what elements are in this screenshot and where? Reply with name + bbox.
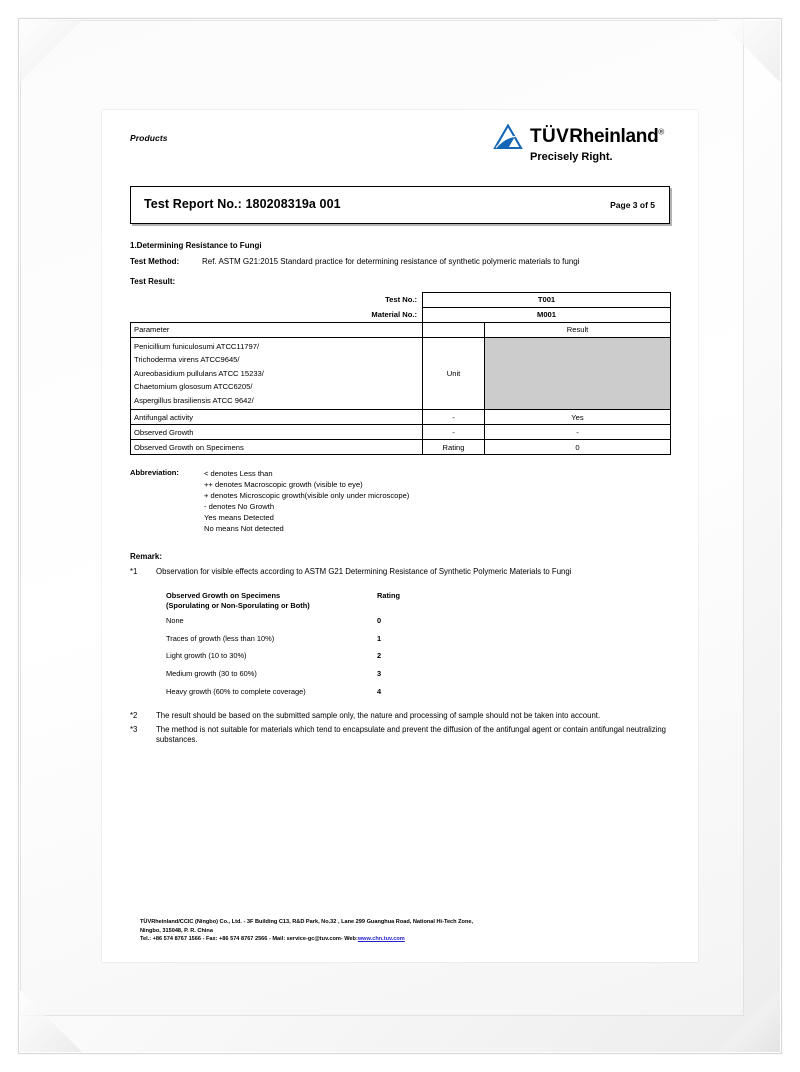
rating-header-rating: Rating	[377, 590, 400, 600]
rating-row: Medium growth (30 to 60%) 3	[166, 665, 466, 683]
rating-header-line1: Observed Growth on Specimens	[166, 590, 281, 600]
abbreviation-block: Abbreviation: < denotes Less than ++ den…	[130, 468, 670, 534]
species-list: Penicillium funiculosumi ATCC11797/ Tric…	[130, 336, 423, 411]
column-header-result: Result	[484, 321, 671, 338]
species-result-cell-shaded	[484, 336, 671, 411]
remark-marker: *1	[130, 567, 138, 577]
tuv-rheinland-triangle-icon	[493, 124, 523, 150]
document-header: Products TÜVRheinland® Precisely Right.	[130, 124, 670, 182]
abbreviation-label: Abbreviation:	[130, 468, 179, 478]
remark-body: The method is not suitable for materials…	[156, 724, 667, 745]
table-row-species: Penicillium funiculosumi ATCC11797/ Tric…	[130, 336, 671, 411]
wordmark-rheinland: Rheinland	[569, 126, 659, 147]
section-heading: 1.Determining Resistance to Fungi	[130, 241, 262, 250]
species-item: Aureobasidium pullulans ATCC 15233/	[134, 368, 264, 378]
tuv-rheinland-logo: TÜVRheinland® Precisely Right.	[493, 124, 664, 163]
growth-rating-table: Observed Growth on Specimens (Sporulatin…	[166, 587, 466, 700]
test-method-label: Test Method:	[130, 257, 180, 266]
row-result: 0	[484, 439, 671, 456]
footer-contact-line: Tel.: +86 574 8767 1566 - Fax: +86 574 8…	[140, 935, 660, 944]
species-item: Penicillium funiculosumi ATCC11797/	[134, 341, 260, 351]
report-number-box: Test Report No.: 180208319a 001 Page 3 o…	[130, 186, 670, 224]
abbreviation-line: Yes means Detected	[204, 513, 274, 523]
rating-row: Heavy growth (60% to complete coverage) …	[166, 683, 466, 701]
rating-description: Traces of growth (less than 10%)	[166, 633, 275, 643]
abbreviation-line: - denotes No Growth	[204, 502, 275, 512]
rating-row: Light growth (10 to 30%) 2	[166, 647, 466, 665]
row-result: Yes	[484, 409, 671, 426]
rating-header-line2: (Sporulating or Non-Sporulating or Both)	[166, 600, 310, 610]
species-unit-cell: Unit	[422, 336, 485, 411]
products-label: Products	[130, 133, 168, 143]
test-no-label: Test No.:	[385, 295, 417, 305]
rating-description: Light growth (10 to 30%)	[166, 651, 247, 661]
test-result-label: Test Result:	[130, 276, 176, 286]
footer-address-line-1: TÜVRheinland/CCIC (Ningbo) Co., Ltd. - 3…	[140, 919, 474, 926]
table-row: Observed Growth on Specimens Rating 0	[130, 439, 671, 456]
footer-contact-text: Tel.: +86 574 8767 1566 - Fax: +86 574 8…	[140, 936, 358, 943]
rating-row: None 0	[166, 612, 466, 630]
rating-value: 3	[377, 669, 382, 679]
rating-row: Traces of growth (less than 10%) 1	[166, 630, 466, 648]
row-unit: -	[422, 424, 485, 441]
table-header-row: Parameter Result	[130, 321, 671, 338]
remark-marker: *3	[130, 724, 138, 734]
rating-description: None	[166, 616, 184, 626]
remark-body: The result should be based on the submit…	[156, 711, 601, 721]
test-report-number: Test Report No.: 180208319a 001	[144, 197, 341, 211]
remark-item-2: *2 The result should be based on the sub…	[130, 711, 670, 722]
abbreviation-line: No means Not detected	[204, 524, 284, 534]
abbreviation-line: < denotes Less than	[204, 469, 273, 479]
wordmark-tuv: TÜV	[530, 126, 570, 147]
species-item: Aspergillus brasiliensis ATCC 9642/	[134, 395, 254, 405]
column-header-unit-blank	[422, 321, 485, 338]
footer-website-link[interactable]: www.chn.tuv.com	[357, 936, 405, 943]
document-page: Products TÜVRheinland® Precisely Right.	[102, 110, 698, 962]
material-no-label: Material No.:	[371, 310, 417, 320]
remark-tail: *2 The result should be based on the sub…	[130, 711, 670, 746]
remark-heading: Remark:	[130, 552, 163, 562]
remark-item-1: *1 Observation for visible effects accor…	[130, 567, 670, 578]
rating-value: 4	[377, 686, 382, 696]
species-item: Trichoderma virens ATCC9645/	[134, 355, 240, 365]
material-no-value: M001	[422, 306, 671, 323]
row-result: -	[484, 424, 671, 441]
abbreviation-line: + denotes Microscopic growth(visible onl…	[204, 491, 410, 501]
remark-item-3: *3 The method is not suitable for materi…	[130, 725, 670, 746]
footer-address-line-2: Ningbo, 315048, P. R. China	[140, 927, 213, 934]
table-row: Observed Growth - -	[130, 424, 671, 441]
logo-tagline: Precisely Right.	[530, 151, 613, 163]
table-row: Antifungal activity - Yes	[130, 409, 671, 426]
row-parameter: Observed Growth	[130, 424, 423, 441]
table-row-material-no: Material No.: M001	[131, 306, 671, 323]
table-row-test-no: Test No.: T001	[131, 291, 671, 308]
abbreviation-line: ++ denotes Macroscopic growth (visible t…	[204, 480, 363, 490]
rating-value: 0	[377, 616, 382, 626]
tuv-rheinland-wordmark: TÜVRheinland®	[530, 126, 664, 148]
test-result-table: Test No.: T001 Material No.: M001 Parame…	[130, 291, 671, 456]
rating-description: Heavy growth (60% to complete coverage)	[166, 686, 306, 696]
remark-body: Observation for visible effects accordin…	[156, 567, 572, 577]
species-item: Chaetomium glososum ATCC6205/	[134, 382, 253, 392]
abbreviation-list: < denotes Less than ++ denotes Macroscop…	[204, 468, 670, 534]
column-header-parameter: Parameter	[130, 321, 423, 338]
rating-header-row: Observed Growth on Specimens (Sporulatin…	[166, 587, 466, 612]
test-no-value: T001	[422, 291, 671, 308]
test-method-value: Ref. ASTM G21:2015 Standard practice for…	[202, 257, 580, 266]
rating-header-description: Observed Growth on Specimens (Sporulatin…	[166, 587, 371, 612]
row-unit: -	[422, 409, 485, 426]
rating-description: Medium growth (30 to 60%)	[166, 669, 257, 679]
rating-value: 2	[377, 651, 382, 661]
row-parameter: Observed Growth on Specimens	[130, 439, 423, 456]
registered-trademark-icon: ®	[658, 127, 664, 137]
row-unit: Rating	[422, 439, 485, 456]
document-footer: TÜVRheinland/CCIC (Ningbo) Co., Ltd. - 3…	[140, 918, 660, 944]
rating-value: 1	[377, 633, 382, 643]
row-parameter: Antifungal activity	[130, 409, 423, 426]
page-number: Page 3 of 5	[610, 200, 655, 210]
remark-marker: *2	[130, 711, 138, 721]
test-method-row: Test Method: Ref. ASTM G21:2015 Standard…	[130, 257, 670, 268]
